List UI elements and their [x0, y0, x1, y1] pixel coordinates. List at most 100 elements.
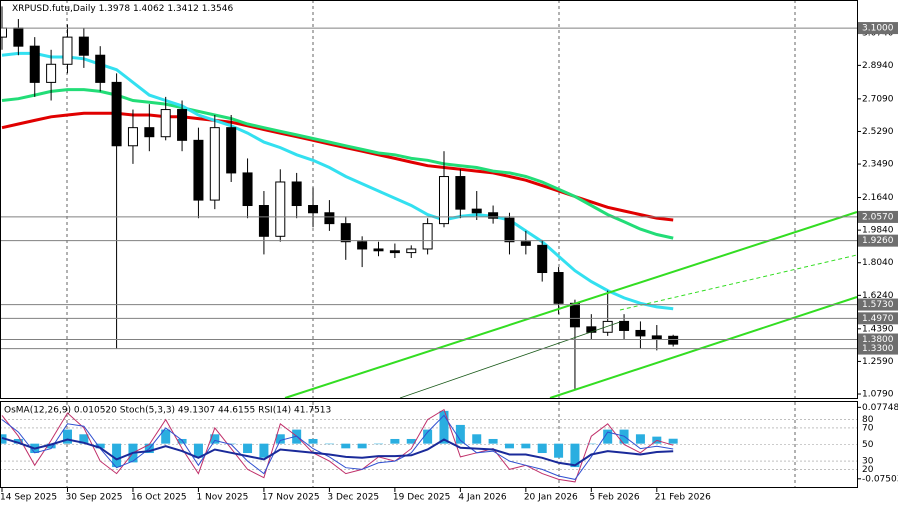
candle-body — [455, 176, 466, 210]
channel-mid — [619, 254, 858, 311]
osma-bar — [46, 443, 56, 449]
x-tick-label: 19 Dec 2025 — [393, 493, 451, 503]
candle-body — [569, 302, 580, 328]
candle-body — [389, 250, 400, 254]
candle-body — [520, 241, 531, 246]
high-value: 1.4062 — [133, 4, 165, 14]
candle-body — [340, 223, 351, 243]
y-tick-label: 2.8940 — [862, 61, 894, 71]
oscillator-line — [1, 408, 674, 483]
candle-body — [160, 109, 171, 138]
osma-bar — [537, 443, 547, 454]
trend-line — [399, 321, 621, 399]
osma-bar — [259, 443, 269, 458]
candle-body — [619, 320, 630, 331]
osma-bar — [112, 443, 122, 468]
y-tick-label: 1.0790 — [862, 390, 894, 400]
candle-body — [537, 244, 548, 274]
osma-bar — [390, 438, 400, 444]
candle-body — [291, 181, 302, 207]
x-tick-label: 16 Oct 2025 — [131, 493, 187, 503]
candle-body — [668, 335, 679, 345]
y-tick-label: 20 — [862, 465, 874, 475]
osma-bar — [668, 438, 678, 444]
y-tick-label: 2.3490 — [862, 160, 894, 170]
osma-bar — [635, 434, 645, 444]
level-box — [858, 298, 898, 311]
x-tick-label: 3 Dec 2025 — [327, 493, 379, 503]
channel-lower — [549, 296, 858, 399]
candle-body — [586, 326, 597, 333]
candle-body — [29, 45, 40, 83]
oscillator-header: OsMA(12,26,9) 0.010520 Stoch(5,3,3) 49.1… — [4, 406, 331, 416]
candle-body — [144, 127, 155, 138]
level-label: 3.1000 — [862, 24, 894, 34]
level-label: 1.3300 — [862, 344, 894, 354]
chart-header: XRPUSD.futu,Daily 1.3978 1.4062 1.3412 1… — [12, 4, 233, 14]
osma-bar — [472, 434, 482, 444]
close-value: 1.3546 — [202, 4, 234, 14]
candle-body — [127, 127, 138, 147]
y-tick-label: 2.7090 — [862, 94, 894, 104]
osma-bar — [193, 443, 203, 458]
level-label: 1.5730 — [862, 300, 894, 310]
osma-bar — [423, 429, 433, 444]
candle-body — [635, 329, 646, 337]
candle-body — [406, 248, 417, 254]
osma-bar — [226, 443, 236, 445]
open-value: 1.3978 — [99, 4, 131, 14]
candle-body — [258, 205, 269, 237]
pane-border — [0, 401, 858, 488]
x-tick-label: 30 Sep 2025 — [65, 493, 122, 503]
candle-body — [177, 109, 188, 141]
candle-body — [62, 36, 73, 65]
price-pane: 3.07402.89402.70902.52902.34902.16401.98… — [0, 6, 894, 503]
y-tick-label: 1.2590 — [862, 357, 894, 367]
candle-body — [471, 208, 482, 214]
candle-body — [95, 54, 106, 83]
level-label: 1.9260 — [862, 236, 894, 246]
x-tick-label: 14 Sep 2025 — [0, 493, 57, 503]
candle-body — [242, 172, 253, 207]
level-box — [858, 234, 898, 247]
osma-bar — [161, 429, 171, 444]
candle-body — [488, 212, 499, 219]
candle-body — [553, 272, 564, 304]
x-tick-label: 5 Feb 2026 — [589, 493, 640, 503]
y-tick-label: 1.9840 — [862, 226, 894, 236]
level-box — [858, 312, 898, 325]
level-box — [858, 333, 898, 346]
osma-bar — [521, 443, 531, 449]
osma-bar — [177, 438, 187, 444]
level-box — [858, 22, 898, 35]
osma-bar — [455, 424, 465, 444]
level-label: 2.0570 — [862, 212, 894, 222]
x-tick-label: 21 Feb 2026 — [655, 493, 711, 503]
oscillator-line — [1, 414, 674, 480]
candle-body — [46, 63, 57, 83]
osma-bar — [62, 429, 72, 444]
y-tick-label: 30 — [862, 457, 874, 467]
pane-border — [0, 0, 858, 399]
y-tick-label: 80 — [862, 415, 874, 425]
y-tick-label: 2.5290 — [862, 127, 894, 137]
y2-tick-label: -0.07503 — [862, 474, 898, 484]
candle-body — [422, 223, 433, 250]
osma-bar — [570, 443, 580, 468]
osma-bar — [308, 438, 318, 444]
x-tick-label: 1 Nov 2025 — [196, 493, 248, 503]
candle-body — [438, 176, 449, 225]
y-tick-label: 1.8040 — [862, 258, 894, 268]
symbol: XRPUSD.futu,Daily — [12, 4, 96, 14]
level-label: 1.4970 — [862, 314, 894, 324]
y-tick-label: 1.4390 — [862, 324, 894, 334]
x-tick-label: 4 Jan 2026 — [458, 493, 506, 503]
level-box — [858, 210, 898, 223]
osma-bar — [243, 443, 253, 454]
candle-body — [308, 205, 319, 214]
y-tick-label: 50 — [862, 440, 874, 450]
osma-bar — [357, 443, 367, 449]
